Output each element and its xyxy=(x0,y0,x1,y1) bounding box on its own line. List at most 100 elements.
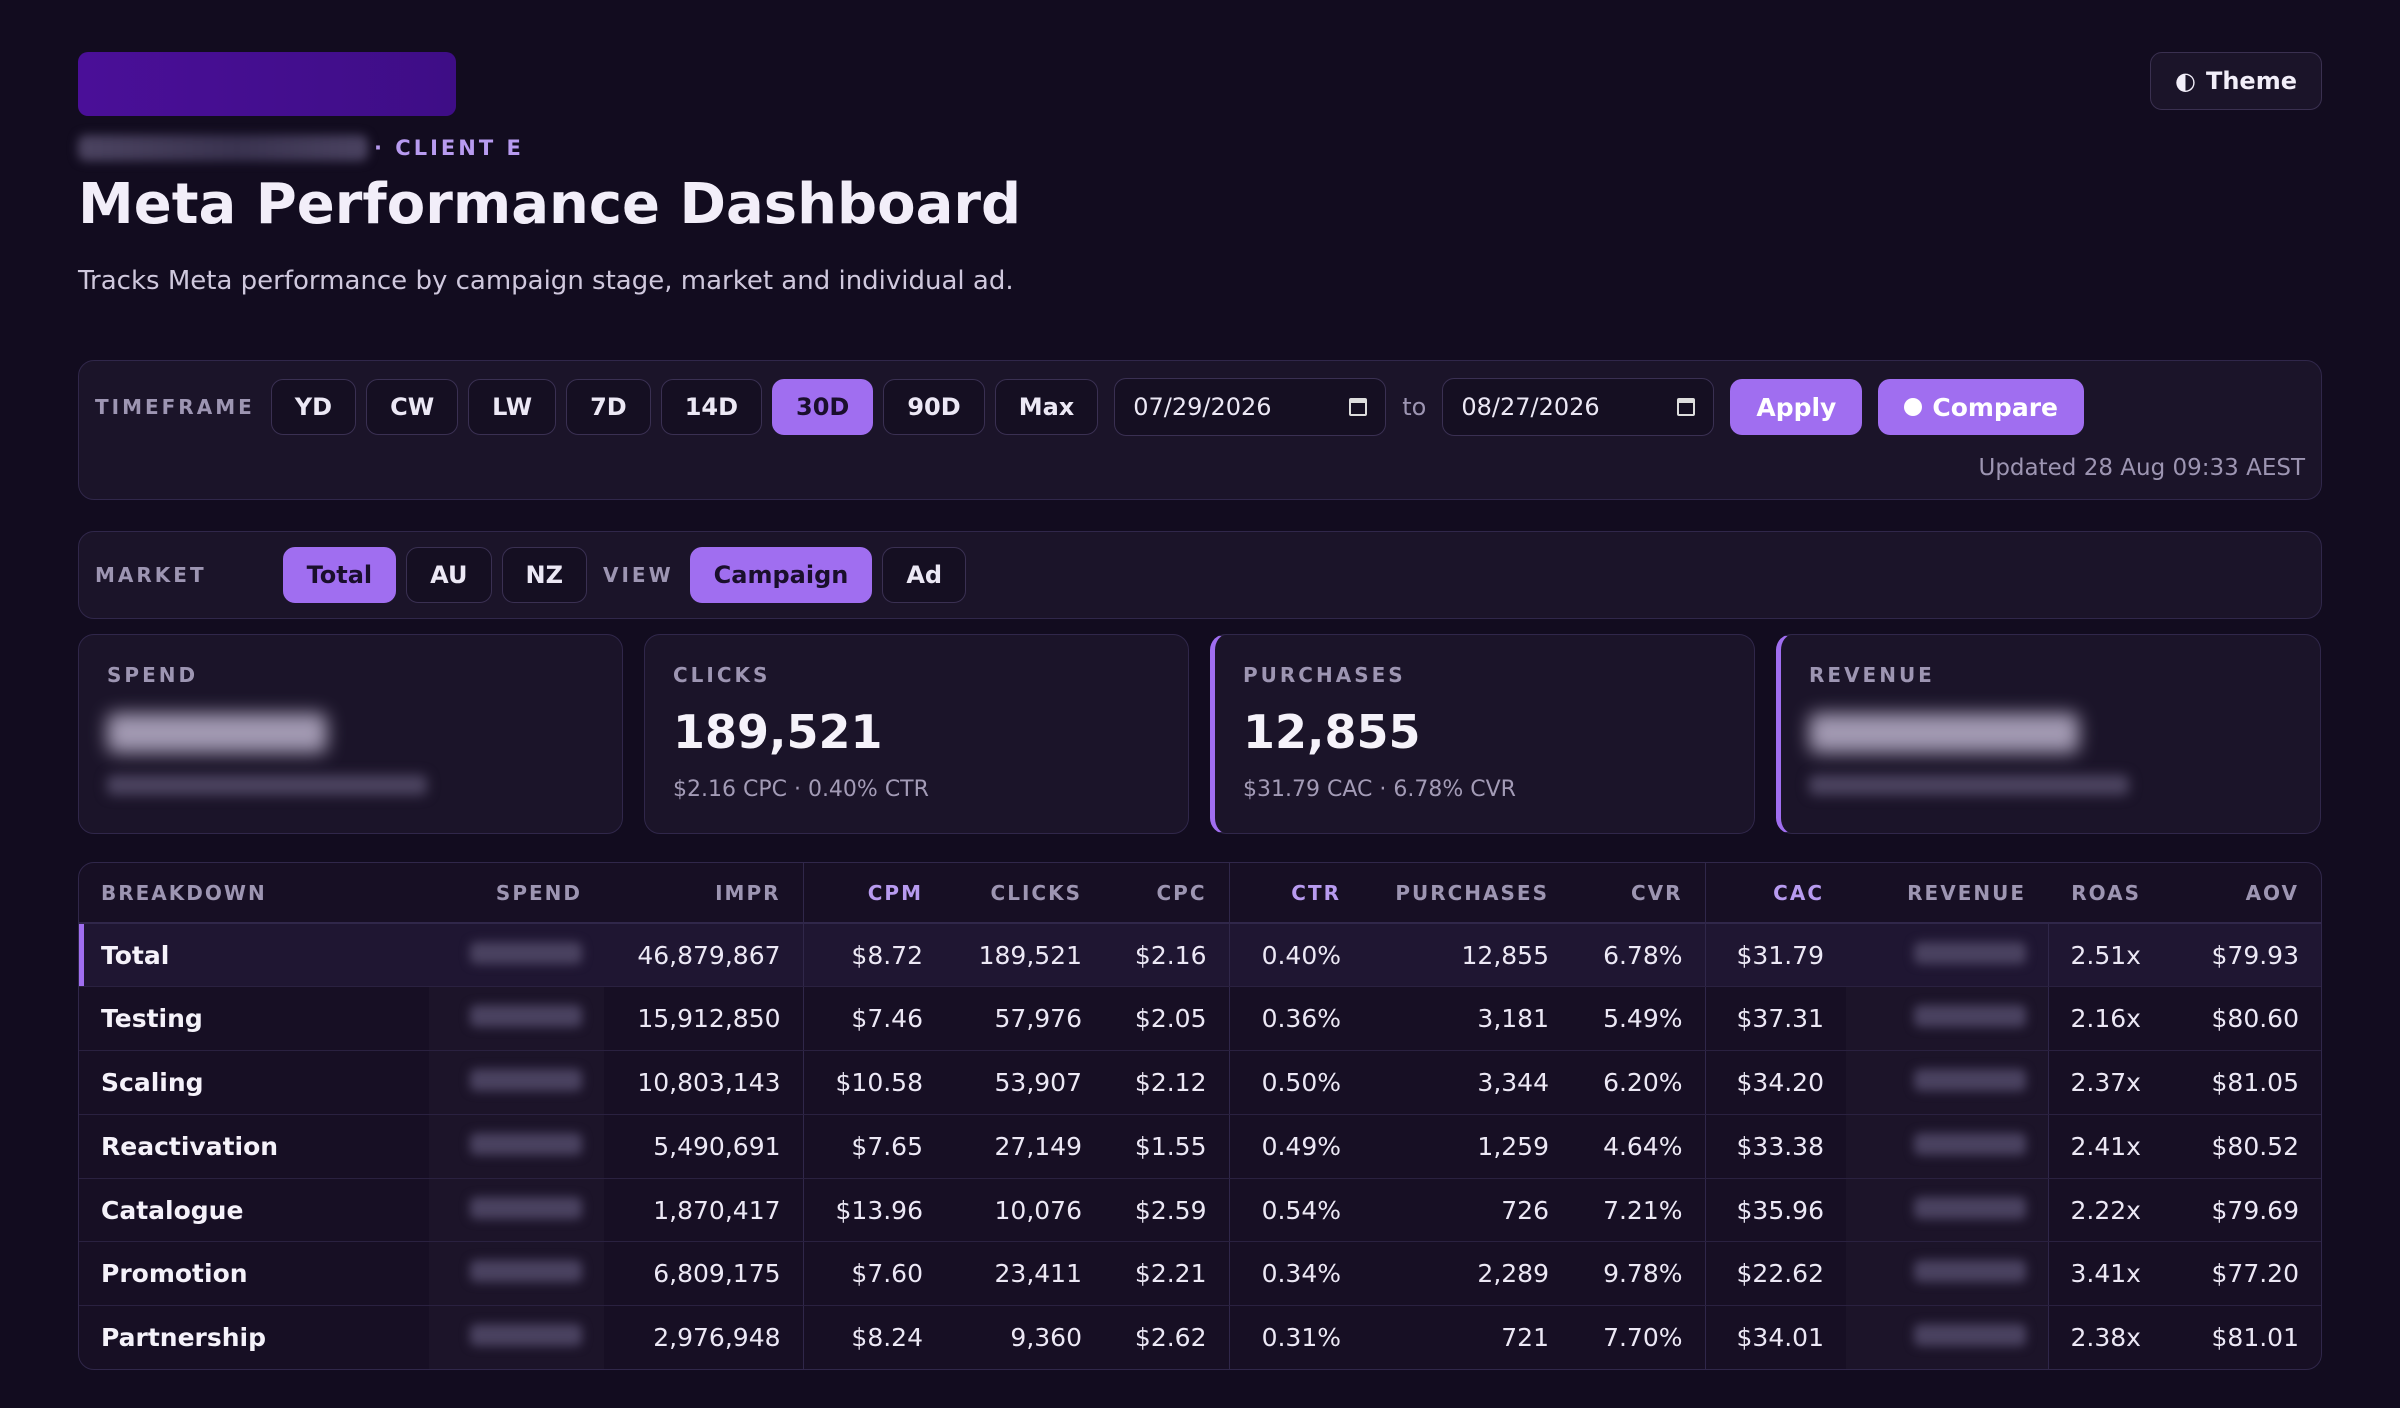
kpi-card-clicks: CLICKS 189,521 $2.16 CPC · 0.40% CTR xyxy=(644,634,1189,834)
half-circle-icon: ◐ xyxy=(2175,67,2196,95)
cell-impr: 2,976,948 xyxy=(653,1323,781,1353)
start-date-input[interactable]: 07/29/2026 xyxy=(1114,378,1387,436)
cell-cpm: $7.46 xyxy=(802,986,945,1052)
cell-breakdown: Reactivation xyxy=(79,1114,429,1179)
market-option-au[interactable]: AU xyxy=(406,547,492,603)
breakdown-table: BREAKDOWN SPEND IMPR CPM CLICKS CPC CTR … xyxy=(79,863,2321,1369)
table-body: Total 46,879,867 $8.72 189,521 $2.16 0.40% 12,… xyxy=(79,923,2321,1369)
cell-roas: 2.22x xyxy=(2047,1178,2163,1243)
cell-cac: $31.79 xyxy=(1704,923,1846,988)
column-header-cvr[interactable]: CVR xyxy=(1571,863,1705,924)
apply-button-label: Apply xyxy=(1756,392,1837,422)
date-range-to-label: to xyxy=(1402,393,1427,421)
redacted-value xyxy=(1913,941,2026,964)
redacted-spend-value xyxy=(107,713,327,753)
cell-ctr: 0.31% xyxy=(1228,1305,1363,1369)
kpi-label: CLICKS xyxy=(673,663,771,687)
cell-spend-redacted xyxy=(429,1305,604,1369)
theme-button-label: Theme xyxy=(2205,67,2297,95)
cell-cac: $22.62 xyxy=(1704,1241,1846,1307)
cell-clicks: 9,360 xyxy=(1010,1323,1082,1353)
column-header-aov[interactable]: AOV xyxy=(2162,863,2321,924)
cell-cvr: 4.64% xyxy=(1571,1114,1705,1179)
cell-purchases: 726 xyxy=(1363,1178,1571,1243)
cell-revenue-redacted xyxy=(1846,1241,2048,1307)
cell-impr: 15,912,850 xyxy=(604,986,803,1052)
timeframe-option-lw[interactable]: LW xyxy=(468,379,557,435)
calendar-icon[interactable] xyxy=(1677,398,1696,416)
cell-breakdown: Total xyxy=(79,923,429,988)
column-header-breakdown[interactable]: BREAKDOWN xyxy=(79,863,429,924)
redacted-agency-name xyxy=(78,135,368,161)
table-row[interactable]: Reactivation 5,490,691 $7.65 27,149 $1.55 0.4… xyxy=(79,1114,2321,1179)
table-row[interactable]: Catalogue 1,870,417 $13.96 10,076 $2.59 0.54%… xyxy=(79,1178,2321,1243)
cell-roas: 2.37x xyxy=(2047,1050,2163,1115)
column-header-spend[interactable]: SPEND xyxy=(429,863,604,924)
redacted-spend-sub xyxy=(107,775,427,795)
client-logo xyxy=(78,52,456,116)
timeframe-label: TIMEFRAME xyxy=(95,395,255,419)
market-option-total[interactable]: Total xyxy=(282,547,397,603)
timeframe-option-30d[interactable]: 30D xyxy=(772,379,874,435)
column-header-cac[interactable]: CAC xyxy=(1704,863,1846,924)
column-header-clicks[interactable]: CLICKS xyxy=(945,863,1104,924)
column-header-ctr[interactable]: CTR xyxy=(1228,863,1363,924)
timeframe-option-cw[interactable]: CW xyxy=(366,379,459,435)
timeframe-option-14d[interactable]: 14D xyxy=(660,379,763,435)
last-updated-text: Updated 28 Aug 09:33 AEST xyxy=(1978,455,2305,481)
cell-cvr: 7.70% xyxy=(1603,1323,1683,1353)
column-header-cpm[interactable]: CPM xyxy=(802,863,945,924)
timeframe-option-max[interactable]: Max xyxy=(994,379,1099,435)
kpi-subtext: $2.16 CPC · 0.40% CTR xyxy=(673,777,929,802)
timeframe-option-7d[interactable]: 7D xyxy=(566,379,651,435)
timeframe-option-90d[interactable]: 90D xyxy=(883,379,985,435)
column-header-impr[interactable]: IMPR xyxy=(604,863,803,924)
timeframe-option-yd[interactable]: YD xyxy=(270,379,357,435)
cell-aov: $80.52 xyxy=(2162,1114,2321,1179)
cell-breakdown: Promotion xyxy=(79,1241,429,1307)
redacted-value xyxy=(470,941,582,964)
end-date-input[interactable]: 08/27/2026 xyxy=(1442,378,1715,436)
cell-aov: $79.93 xyxy=(2162,923,2321,988)
cell-cvr: 9.78% xyxy=(1571,1241,1705,1307)
table-row[interactable]: Partnership 2,976,948 $8.24 9,360 $2.62 0.31%… xyxy=(79,1305,2321,1369)
redacted-value xyxy=(1913,1068,2026,1091)
dot-icon xyxy=(1904,398,1923,416)
column-header-roas[interactable]: ROAS xyxy=(2048,863,2163,924)
table-header-row: BREAKDOWN SPEND IMPR CPM CLICKS CPC CTR … xyxy=(79,863,2321,924)
redacted-value xyxy=(470,1132,582,1155)
table-row[interactable]: Promotion 6,809,175 $7.60 23,411 $2.21 0.34% 2… xyxy=(79,1241,2321,1307)
timeframe-panel: TIMEFRAME YD CW LW 7D 14D 30D 90D Max 07… xyxy=(78,360,2322,500)
cell-ctr: 0.54% xyxy=(1228,1178,1363,1243)
column-header-purchases[interactable]: PURCHASES xyxy=(1363,863,1571,924)
kpi-card-purchases: PURCHASES 12,855 $31.79 CAC · 6.78% CVR xyxy=(1210,634,1755,834)
calendar-icon[interactable] xyxy=(1349,398,1368,416)
compare-button[interactable]: Compare xyxy=(1878,379,2084,435)
market-option-nz[interactable]: NZ xyxy=(501,547,587,603)
view-option-campaign[interactable]: Campaign xyxy=(689,547,873,603)
apply-button[interactable]: Apply xyxy=(1730,379,1863,435)
redacted-value xyxy=(1913,1260,2026,1283)
cell-breakdown: Catalogue xyxy=(79,1178,429,1243)
cell-cvr: 6.78% xyxy=(1571,923,1705,988)
cell-aov: $77.20 xyxy=(2162,1241,2321,1307)
column-header-cpc[interactable]: CPC xyxy=(1104,863,1229,924)
cell-cac: $37.31 xyxy=(1704,986,1846,1052)
table-row[interactable]: Testing 15,912,850 $7.46 57,976 $2.05 0.36% 3,… xyxy=(79,986,2321,1052)
view-option-ad[interactable]: Ad xyxy=(882,547,967,603)
theme-toggle-button[interactable]: ◐ Theme xyxy=(2150,52,2322,110)
cell-impr: 10,803,143 xyxy=(604,1050,803,1115)
cell-clicks: 53,907 xyxy=(945,1050,1104,1115)
redacted-value xyxy=(470,1196,582,1219)
cell-breakdown: Partnership xyxy=(101,1323,267,1353)
table-row[interactable]: Scaling 10,803,143 $10.58 53,907 $2.12 0.50% 3… xyxy=(79,1050,2321,1115)
redacted-value xyxy=(1913,1005,2026,1028)
page-subtitle: Tracks Meta performance by campaign stag… xyxy=(78,266,1014,296)
cell-cpm: $8.72 xyxy=(802,923,945,988)
redacted-value xyxy=(470,1068,582,1091)
cell-purchases: 1,259 xyxy=(1363,1114,1571,1179)
cell-aov: $81.01 xyxy=(2211,1323,2299,1353)
table-row-total[interactable]: Total 46,879,867 $8.72 189,521 $2.16 0.40% 12,… xyxy=(79,923,2321,988)
cell-cpm: $10.58 xyxy=(802,1050,945,1115)
column-header-revenue[interactable]: REVENUE xyxy=(1846,863,2048,924)
